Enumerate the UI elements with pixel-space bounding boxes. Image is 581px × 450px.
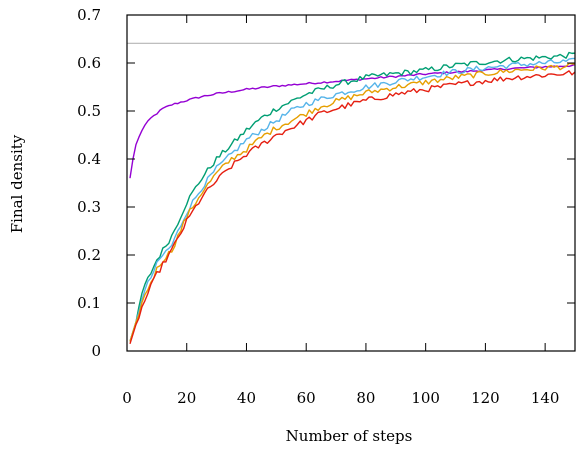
- series-line-5: [129, 70, 576, 345]
- y-tick-label: 0.3: [77, 198, 101, 216]
- y-tick-label: 0: [91, 342, 101, 360]
- series-line-2: [129, 51, 576, 342]
- plot-frame: [126, 14, 576, 352]
- x-tick-label: 20: [177, 389, 196, 407]
- y-tick-label: 0.6: [77, 54, 101, 72]
- y-tick-label: 0.2: [77, 246, 101, 264]
- y-tick-label: 0.5: [77, 102, 101, 120]
- series-line-3: [129, 57, 576, 342]
- tick-labels: 0 0.1 0.2 0.3 0.4 0.5 0.6 0.7 0 20 40 60 80 100 120 140: [77, 6, 559, 407]
- x-axis-title: Number of steps: [286, 427, 413, 445]
- x-tick-label: 80: [356, 389, 375, 407]
- plot-area: [127, 42, 576, 345]
- y-tick-label: 0.4: [77, 150, 101, 168]
- series-line-1: [129, 63, 576, 179]
- x-tick-label: 0: [122, 389, 132, 407]
- x-tick-label: 120: [471, 389, 500, 407]
- axes: [126, 14, 576, 352]
- x-tick-label: 140: [531, 389, 560, 407]
- x-tick-label: 60: [297, 389, 316, 407]
- y-tick-label: 0.7: [77, 6, 101, 24]
- y-axis-title: Final density: [8, 134, 26, 233]
- y-tick-label: 0.1: [77, 294, 101, 312]
- series-line-4: [129, 62, 576, 342]
- x-tick-label: 100: [411, 389, 440, 407]
- x-tick-label: 40: [237, 389, 256, 407]
